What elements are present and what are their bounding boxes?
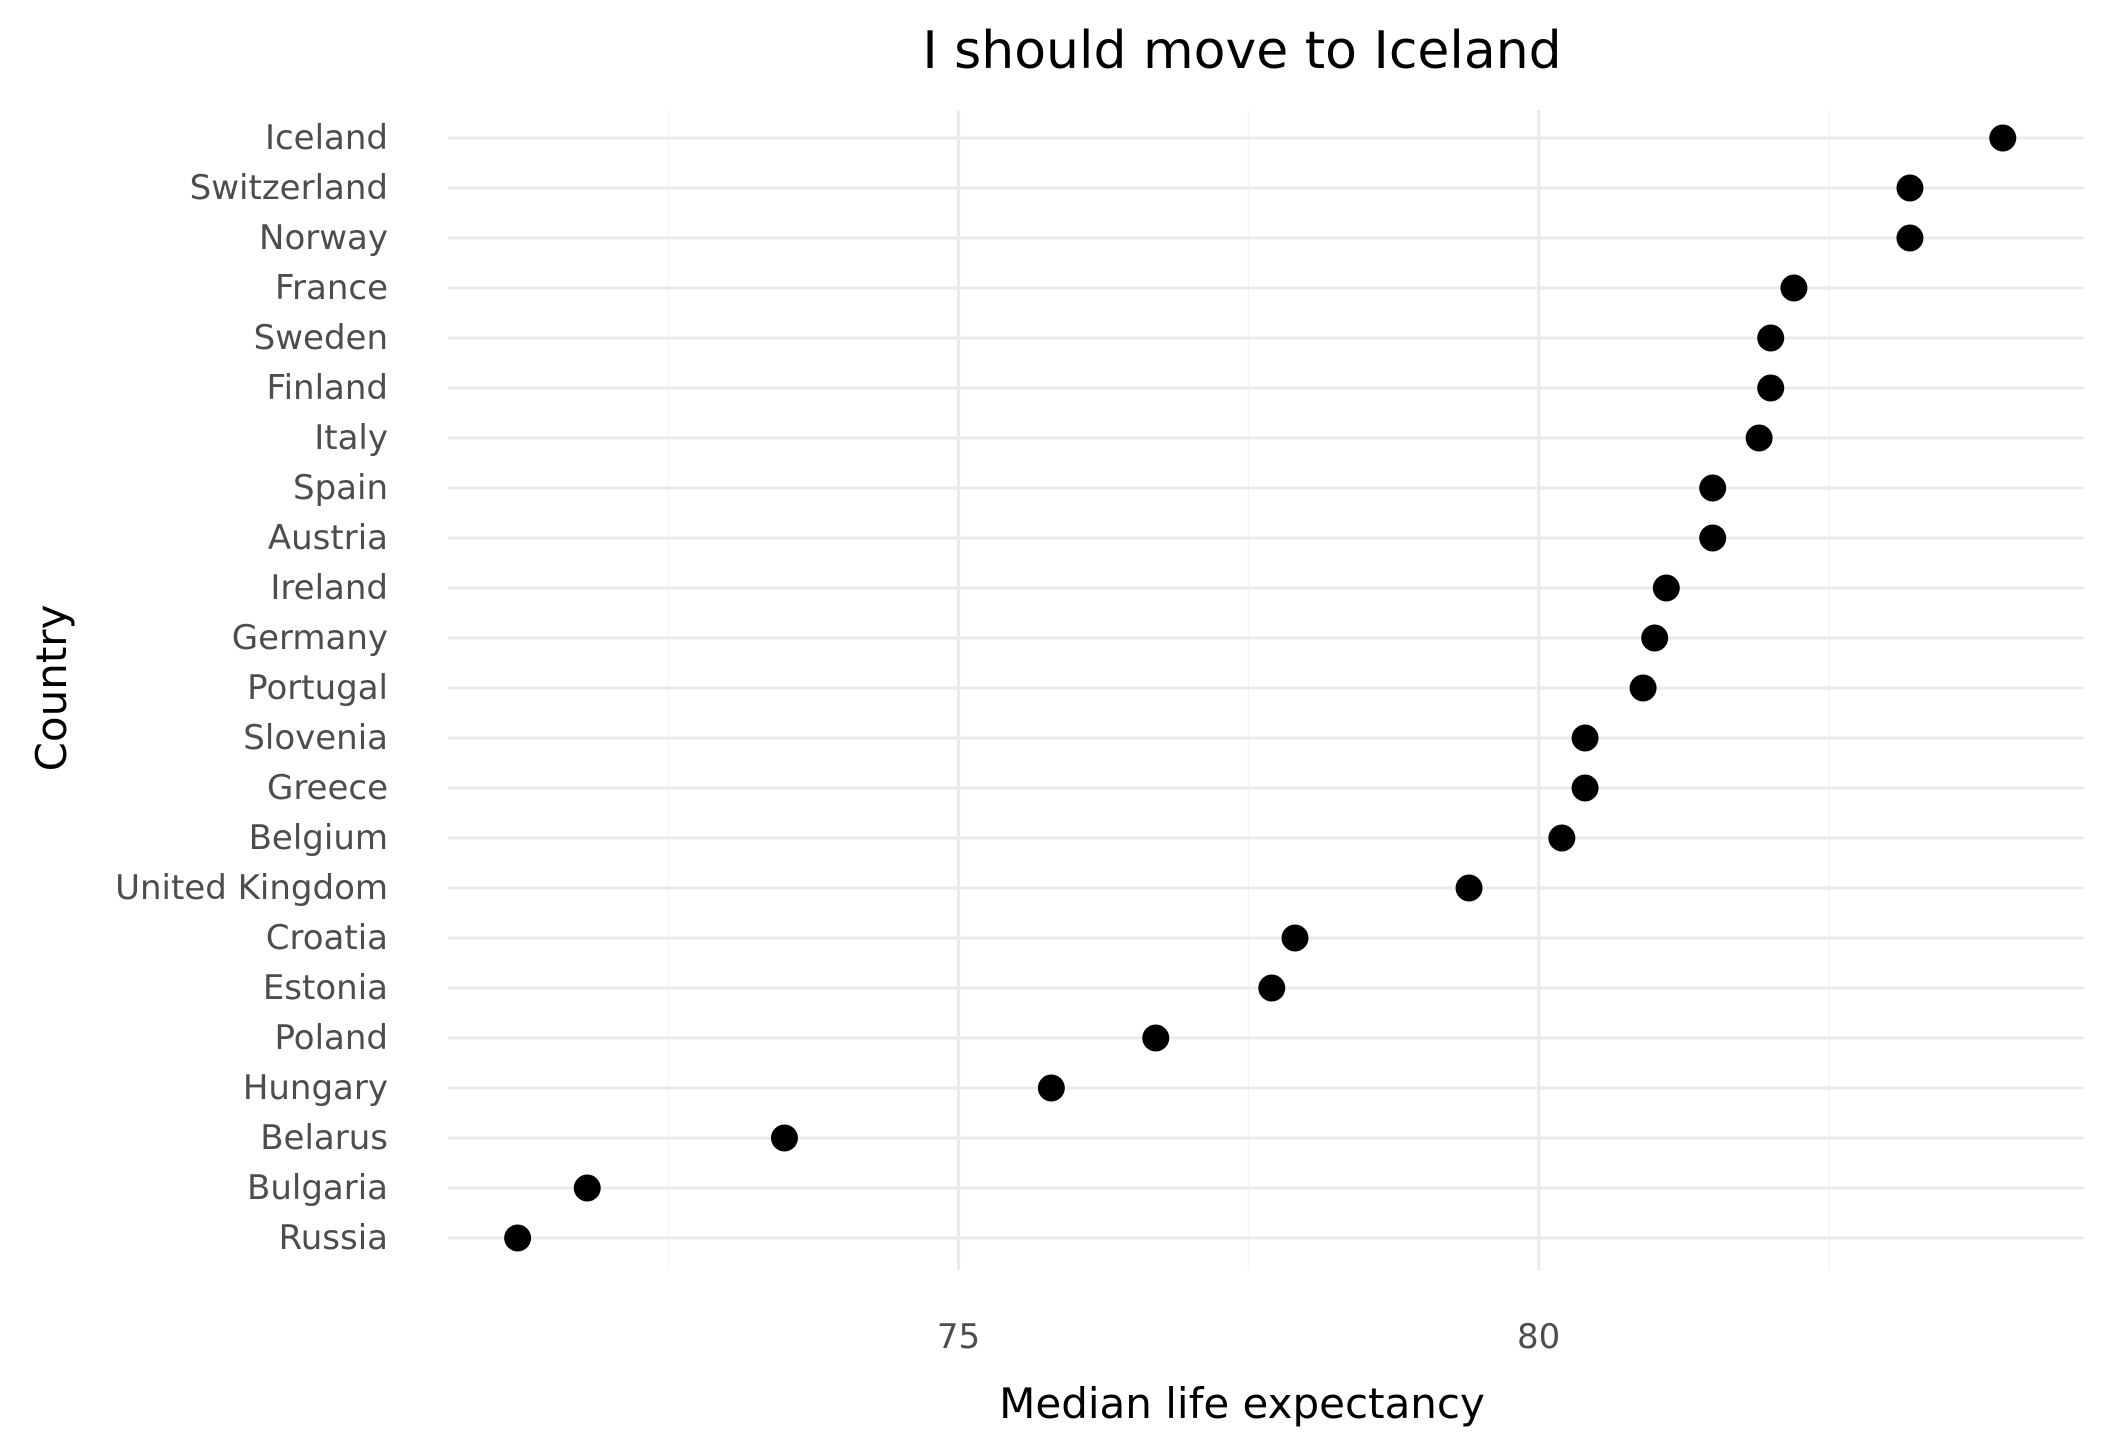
grid-lines xyxy=(448,110,2084,1270)
data-point xyxy=(1142,1024,1170,1052)
y-tick-label: Croatia xyxy=(266,918,388,958)
y-axis-title: Country xyxy=(27,605,76,772)
data-point xyxy=(1037,1074,1065,1102)
y-tick-label: Germany xyxy=(232,618,388,658)
y-tick-label: France xyxy=(275,268,388,308)
data-point xyxy=(770,1124,798,1152)
x-tick-label: 75 xyxy=(937,1317,980,1357)
y-tick-label: Ireland xyxy=(270,568,388,608)
y-tick-label: Iceland xyxy=(265,118,388,158)
y-tick-label: Portugal xyxy=(247,668,388,708)
y-tick-label: Poland xyxy=(274,1018,388,1058)
y-tick-label: Bulgaria xyxy=(247,1168,388,1208)
y-tick-labels: Iceland Switzerland Norway France Sweden Finl… xyxy=(115,118,388,1258)
data-point xyxy=(1699,524,1727,552)
y-tick-label: Switzerland xyxy=(190,168,388,208)
data-point xyxy=(504,1224,532,1252)
y-tick-label: Spain xyxy=(293,468,388,508)
data-point xyxy=(1641,624,1669,652)
data-point xyxy=(1896,224,1924,252)
data-point xyxy=(1571,724,1599,752)
data-point xyxy=(1757,324,1785,352)
y-tick-label: Finland xyxy=(267,368,389,408)
data-point xyxy=(1258,974,1286,1002)
data-point xyxy=(1896,174,1924,202)
data-point xyxy=(1455,874,1483,902)
data-point xyxy=(573,1174,601,1202)
data-point xyxy=(1548,824,1576,852)
chart-title: I should move to Iceland xyxy=(922,21,1561,81)
y-tick-label: Estonia xyxy=(263,968,388,1008)
data-point xyxy=(1571,774,1599,802)
y-tick-label: Belgium xyxy=(249,818,388,858)
x-tick-label: 80 xyxy=(1517,1317,1560,1357)
y-tick-label: Norway xyxy=(259,218,388,258)
y-tick-label: Belarus xyxy=(260,1118,388,1158)
data-point xyxy=(1281,924,1309,952)
data-point xyxy=(1652,574,1680,602)
data-points xyxy=(504,124,2017,1252)
data-point xyxy=(1989,124,2017,152)
x-tick-labels: 75 80 xyxy=(937,1317,1560,1357)
data-point xyxy=(1745,424,1773,452)
data-point xyxy=(1780,274,1808,302)
y-tick-label: Greece xyxy=(267,768,388,808)
data-point xyxy=(1699,474,1727,502)
y-tick-label: Italy xyxy=(314,418,388,458)
y-tick-label: Slovenia xyxy=(243,718,388,758)
data-point xyxy=(1757,374,1785,402)
x-axis-title: Median life expectancy xyxy=(999,1379,1485,1428)
y-tick-label: Sweden xyxy=(254,318,388,358)
y-tick-label: Austria xyxy=(268,518,388,558)
y-tick-label: Hungary xyxy=(243,1068,388,1108)
y-tick-label: Russia xyxy=(279,1218,388,1258)
y-tick-label: United Kingdom xyxy=(115,868,388,908)
data-point xyxy=(1629,674,1657,702)
